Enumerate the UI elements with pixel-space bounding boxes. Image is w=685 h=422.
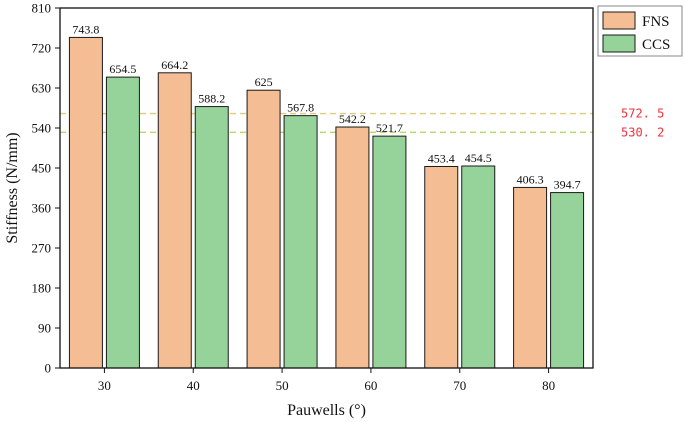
bar-fns-40 — [157, 72, 192, 369]
y-axis-title: Stiffness (N/mm) — [4, 132, 21, 243]
legend-label-fns: FNS — [642, 14, 670, 30]
bars — [68, 36, 585, 369]
data-label-fns-50: 625 — [255, 75, 273, 89]
data-label-ccs-80: 394.7 — [554, 178, 581, 192]
bar-fns-50 — [246, 89, 281, 369]
y-tick-label: 810 — [32, 1, 52, 16]
y-tick-label: 90 — [38, 321, 51, 336]
bar-ccs-80 — [550, 192, 585, 369]
data-label-ccs-40: 588.2 — [198, 92, 225, 106]
bar-ccs-30 — [105, 76, 140, 369]
bar-fns-60 — [335, 126, 370, 369]
x-tick-label: 50 — [276, 378, 289, 393]
y-tick-label: 720 — [32, 41, 52, 56]
reference-line-label-0: 572. 5 — [621, 107, 664, 121]
reference-line-labels: 572. 5 530. 2 — [621, 107, 664, 140]
y-tick-label: 450 — [32, 161, 52, 176]
y-tick-label: 630 — [32, 81, 52, 96]
legend-label-ccs: CCS — [642, 37, 670, 53]
bar-fns-80 — [513, 186, 548, 369]
y-tick-label: 0 — [45, 361, 52, 376]
x-axis-title: Pauwells (°) — [287, 402, 366, 419]
bar-fns-70 — [424, 165, 459, 369]
x-tick-label: 70 — [453, 378, 466, 393]
bar-ccs-40 — [194, 106, 229, 369]
legend-swatch-fns — [602, 11, 636, 30]
bar-fns-30 — [68, 36, 103, 369]
x-tick-label: 30 — [98, 378, 111, 393]
legend-swatch-ccs — [602, 34, 636, 53]
y-tick-label: 360 — [32, 201, 52, 216]
data-label-fns-60: 542.2 — [339, 112, 366, 126]
data-label-ccs-60: 521.7 — [376, 121, 403, 135]
y-axis-ticks: 0 90 180 270 360 450 540 630 720 810 — [32, 1, 60, 376]
bar-ccs-60 — [372, 135, 407, 369]
y-tick-label: 540 — [32, 121, 52, 136]
data-label-ccs-70: 454.5 — [465, 151, 492, 165]
data-label-ccs-50: 567.8 — [287, 101, 314, 115]
data-label-fns-40: 664.2 — [161, 58, 188, 72]
data-label-ccs-30: 654.5 — [109, 62, 136, 76]
bar-ccs-50 — [283, 115, 318, 369]
data-label-fns-80: 406.3 — [517, 172, 544, 186]
y-tick-label: 180 — [32, 281, 52, 296]
reference-lines — [60, 112, 593, 134]
legend: FNS CCS — [597, 5, 683, 57]
bar-ccs-70 — [461, 165, 496, 369]
data-label-fns-30: 743.8 — [72, 22, 99, 36]
x-tick-label: 40 — [187, 378, 200, 393]
y-tick-label: 270 — [32, 241, 52, 256]
data-labels: 743.8 664.2 625 542.2 453.4 406.3 654.5 588.2 56… — [72, 22, 580, 191]
reference-line-label-1: 530. 2 — [621, 125, 664, 139]
x-tick-label: 60 — [364, 378, 377, 393]
data-label-fns-70: 453.4 — [428, 151, 455, 165]
x-tick-label: 80 — [542, 378, 555, 393]
axes — [59, 7, 594, 369]
x-axis-ticks: 30 40 50 60 70 80 — [98, 368, 555, 393]
plot-frame — [59, 7, 594, 369]
